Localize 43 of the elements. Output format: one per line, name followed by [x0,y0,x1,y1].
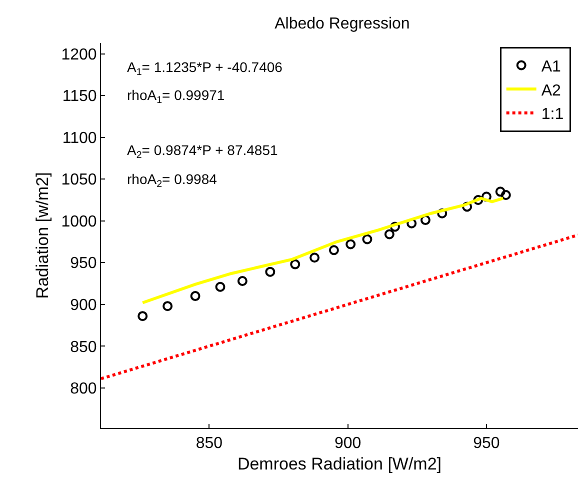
point [138,311,148,322]
annotation: rhoA$_{1}$= 0.99971 [127,87,225,106]
x-tick-label: 900 [334,435,362,452]
x-tick-label: 850 [196,435,223,452]
y-tick-label: 1200 [61,46,97,64]
y-tick-label: 900 [70,297,97,314]
point [215,282,226,292]
point [237,276,248,286]
point [290,259,300,270]
y-tick-label: 950 [70,255,97,272]
point [481,192,492,202]
annotation: A$_{2}$= 0.9874*P + 87.4851 [127,142,278,161]
point [420,215,430,226]
point [265,266,276,277]
y-axis-title: Radiation [w/m2] [32,172,52,299]
annotation: A$_{1}$= 1.1235*P + -40.7406 [127,59,283,78]
y-tick-label: 800 [70,380,97,398]
point [495,186,506,197]
chart-title: Albedo Regression [274,15,410,32]
point [406,218,417,228]
point [346,239,356,250]
point [162,301,173,312]
point [437,208,448,218]
point [190,291,200,302]
point [390,222,400,232]
x-tick-label: 950 [473,435,500,452]
point [310,252,320,263]
legend-label: A1 [541,58,562,76]
point [462,202,472,212]
point [473,195,484,206]
y-tick-label: 1050 [61,172,97,189]
y-tick-label: 850 [70,338,97,356]
point [328,245,339,256]
point [362,234,372,244]
y-tick-label: 1000 [61,213,97,230]
y-tick-label: 1150 [62,88,97,106]
point [500,190,511,200]
y-tick-label: 1100 [62,130,97,147]
x-axis-title: Demroes Radiation [W/m2] [237,454,442,474]
legend-label: 1:1 [541,106,564,124]
legend-label: A2 [541,82,562,100]
point [384,229,394,240]
annotation: rhoA$_{2}$= 0.9984 [127,171,218,190]
